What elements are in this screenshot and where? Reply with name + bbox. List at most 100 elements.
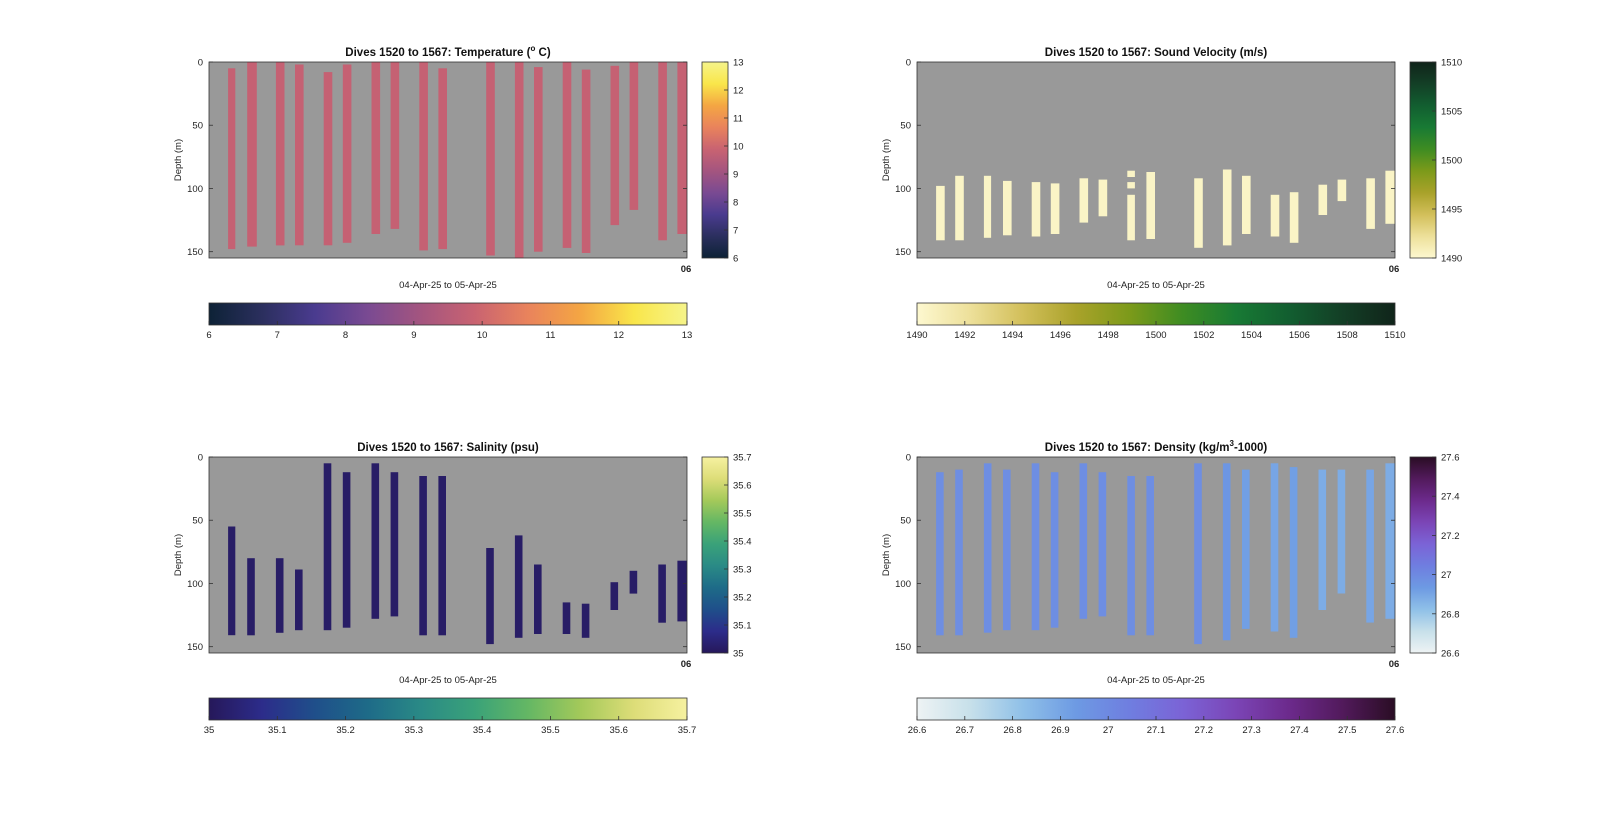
plot-area — [917, 457, 1395, 653]
dive-cast — [1127, 170, 1135, 177]
dive-cast — [295, 64, 304, 246]
dive-cast — [419, 476, 427, 636]
plot-area — [209, 62, 687, 258]
chart-title: Dives 1520 to 1567: Temperature (o C) — [345, 44, 551, 59]
dive-cast — [486, 62, 495, 256]
y-tick-label: 0 — [198, 58, 203, 69]
plot-frame — [916, 456, 1396, 654]
colorbar-tick-label: 8 — [733, 198, 738, 209]
y-tick-label: 150 — [187, 247, 203, 258]
dive-cast — [1127, 182, 1135, 189]
y-axis-label: Depth (m) — [173, 534, 184, 576]
colorbar-horizontal — [208, 697, 688, 721]
colorbar-tick-label: 9 — [733, 170, 738, 181]
colorbar-tick-label: 27.4 — [1441, 492, 1460, 503]
colorbar-tick-label: 1510 — [1384, 330, 1405, 341]
dive-cast — [1098, 179, 1108, 217]
y-axis-label: Depth (m) — [173, 139, 184, 181]
chart-title: Dives 1520 to 1567: Density (kg/m3-1000) — [1045, 439, 1268, 454]
y-tick-label: 0 — [906, 453, 911, 464]
chart-title-superscript: 3 — [1230, 439, 1235, 448]
colorbar-vertical — [701, 61, 729, 259]
plot-frame — [208, 456, 688, 654]
plot-frame — [208, 61, 688, 259]
chart-title-text: Dives 1520 to 1567: Salinity (psu) — [357, 442, 539, 454]
colorbar-tick-label: 1494 — [1002, 330, 1023, 341]
chart-title: Dives 1520 to 1567: Sound Velocity (m/s) — [1045, 47, 1268, 59]
dive-cast — [1337, 469, 1346, 594]
colorbar-tick-label: 35.1 — [268, 725, 287, 736]
x-tick-label: 06 — [681, 264, 692, 275]
chart-title-superscript: o — [530, 44, 535, 53]
dive-cast — [275, 62, 285, 246]
colorbar-tick-label: 26.9 — [1051, 725, 1070, 736]
dive-cast — [295, 569, 303, 631]
dive-cast — [983, 175, 992, 238]
dive-cast — [228, 68, 236, 250]
dive-cast — [581, 69, 591, 253]
dive-cast — [562, 62, 572, 248]
colorbar-tick-label: 1500 — [1441, 156, 1462, 167]
y-tick-label: 50 — [192, 121, 203, 132]
dive-cast — [514, 535, 523, 638]
plot-area — [917, 62, 1395, 258]
colorbar-tick-label: 35.2 — [336, 725, 355, 736]
colorbar-tick-label: 27.1 — [1147, 725, 1166, 736]
colorbar-vertical — [1409, 456, 1437, 654]
colorbar-tick-label: 35.7 — [678, 725, 697, 736]
dive-cast — [562, 602, 571, 634]
dive-cast — [1146, 476, 1154, 636]
dive-cast — [419, 62, 428, 251]
chart-title-suffix: -1000) — [1234, 442, 1267, 454]
dive-casts — [228, 463, 687, 645]
y-axis-label: Depth (m) — [881, 139, 892, 181]
colorbar-tick-label: 1502 — [1193, 330, 1214, 341]
colorbar-tick-label: 35.3 — [733, 565, 752, 576]
colorbar-tick-label: 27.6 — [1441, 453, 1460, 464]
colorbar-tick-label: 26.6 — [908, 725, 927, 736]
dive-cast — [275, 558, 284, 633]
dive-cast — [1242, 469, 1250, 629]
y-tick-label: 150 — [187, 642, 203, 653]
colorbar-tick-label: 35.4 — [473, 725, 492, 736]
colorbar-vertical — [701, 456, 729, 654]
colorbar-tick-label: 1496 — [1050, 330, 1071, 341]
dive-cast — [534, 564, 542, 634]
dive-cast — [1366, 469, 1374, 623]
dive-cast — [1194, 178, 1203, 248]
dive-cast — [247, 62, 257, 247]
dive-cast — [438, 68, 447, 250]
colorbar-tick-label: 35.4 — [733, 537, 752, 548]
colorbar-tick-label: 35.3 — [405, 725, 424, 736]
y-tick-label: 50 — [900, 516, 911, 527]
colorbar-tick-label: 1495 — [1441, 205, 1462, 216]
colorbar-tick-label: 10 — [733, 142, 744, 153]
x-tick-label: 06 — [1389, 264, 1400, 275]
dive-cast — [1385, 463, 1395, 619]
y-tick-label: 150 — [895, 642, 911, 653]
y-tick-label: 100 — [187, 579, 203, 590]
dive-cast — [1318, 184, 1328, 215]
colorbar-tick-label: 1506 — [1289, 330, 1310, 341]
dive-cast — [629, 62, 639, 210]
colorbar-tick-label: 7 — [275, 330, 280, 341]
panel-sound-velocity: Dives 1520 to 1567: Sound Velocity (m/s)… — [881, 47, 1462, 341]
dive-cast — [610, 582, 619, 610]
colorbar-tick-label: 1498 — [1098, 330, 1119, 341]
dive-cast — [1194, 463, 1202, 645]
dive-cast — [983, 463, 992, 633]
colorbar-tick-label: 35 — [733, 649, 744, 660]
colorbar-tick-label: 10 — [477, 330, 488, 341]
colorbar-tick-label: 9 — [411, 330, 416, 341]
colorbar-tick-label: 11 — [733, 114, 743, 125]
colorbar-tick-label: 27 — [1441, 570, 1452, 581]
panel-temperature: Dives 1520 to 1567: Temperature (o C) 0 50… — [173, 44, 744, 341]
colorbar-tick-label: 1500 — [1145, 330, 1166, 341]
dive-cast — [323, 72, 333, 246]
colorbar-tick-label: 1508 — [1337, 330, 1358, 341]
dive-cast — [1031, 182, 1041, 237]
colorbar-tick-label: 27.5 — [1338, 725, 1357, 736]
dive-cast — [581, 603, 590, 638]
x-axis-label: 04-Apr-25 to 05-Apr-25 — [1107, 675, 1205, 686]
dive-cast — [1270, 463, 1279, 632]
